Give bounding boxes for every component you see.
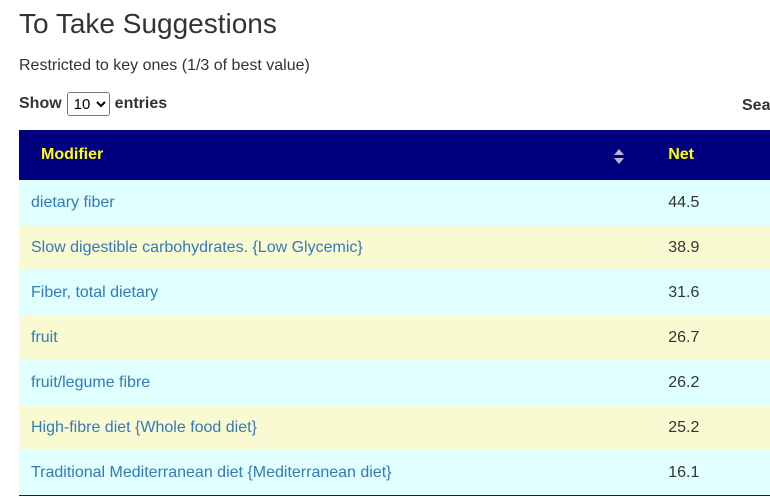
modifier-cell: Slow digestible carbohydrates. {Low Glyc… xyxy=(19,225,632,270)
net-cell: 26.7 xyxy=(631,315,770,360)
modifier-cell: fruit/legume fibre xyxy=(19,360,632,405)
data-table: Modifier Net dietary fiber 44.5 Slow diges… xyxy=(19,130,770,496)
column-header[interactable]: Net xyxy=(631,130,770,180)
entries-label: entries xyxy=(114,95,168,112)
table-body: dietary fiber 44.5 Slow digestible carbohy… xyxy=(19,180,770,496)
page-title: To Take Suggestions xyxy=(19,8,277,39)
sort-icon xyxy=(614,149,625,164)
net-cell: 16.1 xyxy=(631,450,770,496)
header-row: Modifier Net xyxy=(19,130,770,180)
modifier-link[interactable]: High-fibre diet {Whole food diet} xyxy=(31,418,257,436)
show-label: Show xyxy=(19,95,62,112)
modifier-link[interactable]: fruit xyxy=(31,328,58,346)
modifier-cell: dietary fiber xyxy=(19,180,632,225)
modifier-link[interactable]: Fiber, total dietary xyxy=(31,283,159,301)
table-row: Traditional Mediterranean diet {Mediterr… xyxy=(19,450,770,496)
modifier-cell: fruit xyxy=(19,315,632,360)
table-row: fruit 26.7 xyxy=(19,315,770,360)
subtitle: Restricted to key ones (1/3 of best valu… xyxy=(19,57,310,74)
net-cell: 38.9 xyxy=(631,225,770,270)
table-row: Slow digestible carbohydrates. {Low Glyc… xyxy=(19,225,770,270)
table-row: High-fibre diet {Whole food diet} 25.2 xyxy=(19,405,770,450)
modifier-cell: Fiber, total dietary xyxy=(19,270,632,315)
table-row: Fiber, total dietary 31.6 xyxy=(19,270,770,315)
column-title: Modifier xyxy=(41,146,104,163)
modifier-link[interactable]: Slow digestible carbohydrates. {Low Glyc… xyxy=(31,238,363,256)
modifier-link[interactable]: fruit/legume fibre xyxy=(31,373,151,391)
search-label: Sea xyxy=(742,97,770,114)
modifier-link[interactable]: Traditional Mediterranean diet {Mediterr… xyxy=(31,463,392,481)
page-size-control: Show 10 entries xyxy=(19,92,167,116)
modifier-cell: High-fibre diet {Whole food diet} xyxy=(19,405,632,450)
table-row: fruit/legume fibre 26.2 xyxy=(19,360,770,405)
modifier-cell: Traditional Mediterranean diet {Mediterr… xyxy=(19,450,632,496)
page-size-select[interactable]: 10 xyxy=(66,92,110,116)
net-cell: 25.2 xyxy=(631,405,770,450)
table-row: dietary fiber 44.5 xyxy=(19,180,770,225)
column-header[interactable]: Modifier xyxy=(19,130,632,180)
column-title: Net xyxy=(668,146,694,163)
net-cell: 26.2 xyxy=(631,360,770,405)
net-cell: 31.6 xyxy=(631,270,770,315)
net-cell: 44.5 xyxy=(631,180,770,225)
modifier-link[interactable]: dietary fiber xyxy=(31,193,115,211)
